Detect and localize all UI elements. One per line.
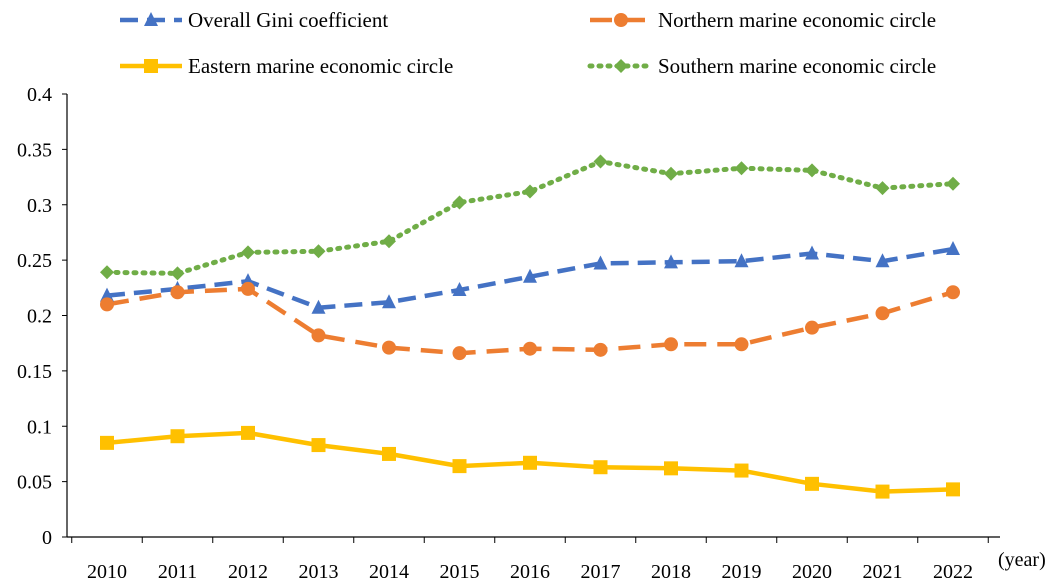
data-point	[170, 285, 185, 300]
data-point	[593, 255, 608, 270]
series-markers-group	[100, 154, 960, 499]
y-tick-label: 0.25	[17, 250, 52, 272]
x-tick-label: 2020	[792, 561, 832, 583]
data-point	[523, 455, 537, 470]
x-tick-label: 2012	[228, 561, 268, 583]
legend-item: Eastern marine economic circle	[120, 54, 453, 78]
x-tick-label: 2010	[87, 561, 127, 583]
data-point	[452, 459, 467, 474]
data-point	[382, 340, 396, 355]
data-point	[875, 306, 890, 321]
data-point	[382, 234, 396, 249]
series-lines-group	[104, 159, 956, 494]
data-point	[875, 484, 890, 499]
data-point	[523, 268, 537, 283]
data-point	[805, 245, 819, 260]
y-tick-label: 0.15	[17, 361, 52, 383]
y-tick-label: 0.35	[17, 139, 52, 161]
data-point	[311, 438, 326, 453]
x-tick-label: 2014	[369, 561, 409, 583]
data-point	[664, 254, 678, 269]
legend-item: Overall Gini coefficient	[120, 8, 388, 32]
legend-marker	[144, 59, 158, 73]
x-tick-label: 2011	[158, 561, 197, 583]
data-point	[734, 337, 749, 352]
legend-item: Northern marine economic circle	[590, 8, 936, 32]
data-point	[241, 425, 255, 440]
data-point	[100, 297, 114, 312]
data-point	[946, 285, 960, 300]
data-point	[100, 435, 114, 450]
legend: Overall Gini coefficient Northern marine …	[120, 8, 936, 78]
data-point	[170, 266, 185, 281]
data-point	[805, 476, 819, 491]
data-point	[946, 176, 960, 191]
x-tick-label: 2021	[863, 561, 903, 583]
data-point	[170, 429, 185, 444]
legend-item: Southern marine economic circle	[587, 54, 936, 78]
data-point	[382, 294, 396, 309]
legend-label: Northern marine economic circle	[658, 8, 936, 32]
data-point	[452, 346, 467, 361]
legend-marker	[144, 12, 158, 26]
x-tick-label: 2013	[299, 561, 339, 583]
data-point	[664, 461, 678, 476]
data-point	[875, 253, 890, 268]
legend-marker	[614, 59, 628, 73]
data-point	[593, 460, 608, 475]
data-point	[311, 244, 326, 259]
y-tick-label: 0.2	[27, 306, 52, 328]
x-axis-label: (year)	[998, 549, 1046, 571]
data-point	[100, 287, 114, 302]
axes-group: 0 0.05 0.1 0.15 0.2 0.25 0.3 0.35 0.4 2010 2011 201…	[17, 84, 1046, 583]
y-tick-label: 0.05	[17, 472, 52, 494]
y-tick-label: 0.3	[27, 195, 52, 217]
x-tick-label: 2019	[722, 561, 762, 583]
legend-marker	[614, 13, 628, 27]
legend-label: Overall Gini coefficient	[188, 8, 388, 32]
data-point	[241, 245, 255, 260]
data-point	[946, 482, 960, 497]
x-tick-label: 2017	[581, 561, 621, 583]
data-point	[593, 154, 608, 169]
data-point	[734, 161, 749, 176]
data-point	[593, 342, 608, 357]
data-point	[734, 253, 749, 268]
data-point	[734, 463, 749, 478]
data-point	[805, 163, 819, 178]
data-point	[946, 241, 960, 256]
x-tick-label: 2022	[933, 561, 973, 583]
data-point	[311, 299, 326, 314]
data-point	[664, 337, 678, 352]
data-point	[875, 181, 890, 196]
data-point	[664, 166, 678, 181]
data-point	[311, 328, 326, 343]
data-point	[523, 341, 537, 356]
data-point	[100, 265, 114, 280]
data-point	[382, 446, 396, 461]
data-point	[452, 282, 467, 297]
legend-label: Eastern marine economic circle	[188, 54, 453, 78]
y-tick-label: 0.1	[27, 416, 52, 438]
data-point	[241, 281, 255, 296]
x-tick-label: 2015	[440, 561, 480, 583]
data-point	[805, 320, 819, 335]
y-tick-label: 0.4	[27, 84, 52, 106]
data-point	[523, 184, 537, 199]
x-tick-label: 2016	[510, 561, 550, 583]
legend-label: Southern marine economic circle	[658, 54, 936, 78]
data-point	[452, 195, 467, 210]
y-tick-label: 0	[42, 527, 52, 549]
x-tick-label: 2018	[651, 561, 691, 583]
